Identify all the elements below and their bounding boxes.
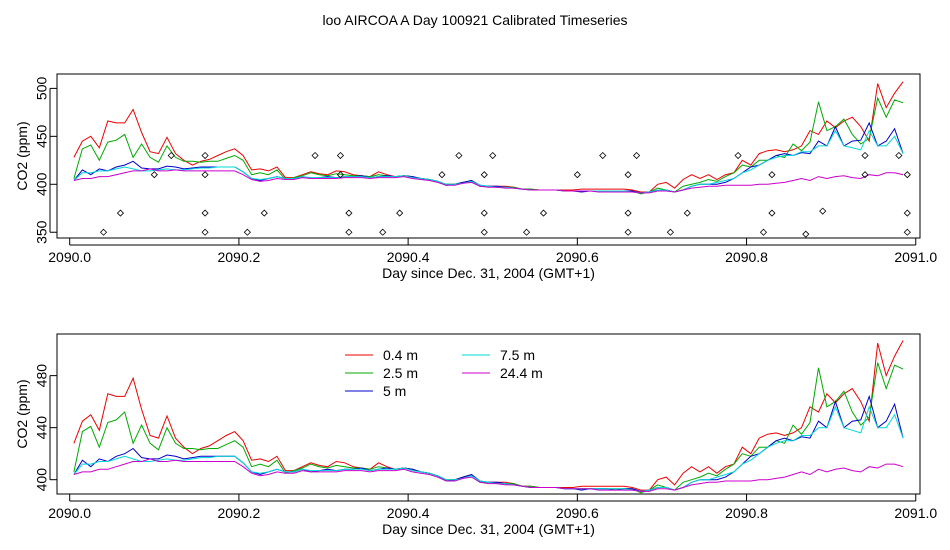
data-point bbox=[455, 151, 463, 160]
x-tick-label: 2090.4 bbox=[387, 249, 430, 265]
y-tick-label: 350 bbox=[34, 220, 50, 244]
data-point bbox=[759, 228, 768, 236]
y-tick-label: 480 bbox=[34, 364, 50, 388]
data-point bbox=[480, 228, 488, 236]
data-point bbox=[396, 209, 404, 217]
data-point bbox=[260, 209, 268, 217]
data-point bbox=[666, 228, 674, 236]
data-point bbox=[345, 228, 353, 236]
x-tick-label: 2090.4 bbox=[387, 505, 430, 521]
data-point bbox=[632, 151, 641, 160]
x-tick-label: 2090.2 bbox=[217, 505, 260, 521]
data-point bbox=[201, 228, 209, 236]
data-point bbox=[861, 151, 869, 160]
data-point bbox=[201, 209, 209, 217]
data-point bbox=[480, 209, 488, 217]
data-point bbox=[438, 171, 446, 179]
legend-label: 7.5 m bbox=[500, 347, 535, 363]
data-point bbox=[903, 228, 911, 236]
series-line-5m bbox=[73, 121, 904, 194]
x-tick-label: 2090.6 bbox=[556, 249, 599, 265]
data-point bbox=[895, 151, 903, 160]
y-axis-label: CO2 (ppm) bbox=[14, 121, 30, 190]
x-axis-label: Day since Dec. 31, 2004 (GMT+1) bbox=[382, 521, 595, 537]
chart-title: loo AIRCOA A Day 100921 Calibrated Times… bbox=[322, 12, 627, 28]
data-point bbox=[819, 207, 827, 215]
series-line-244m bbox=[73, 458, 904, 492]
data-point bbox=[116, 209, 125, 217]
legend-label: 24.4 m bbox=[500, 365, 543, 381]
series-line-75m bbox=[73, 129, 904, 194]
y-tick-label: 400 bbox=[34, 172, 50, 196]
y-axis-label: CO2 (ppm) bbox=[14, 379, 30, 448]
bottom-plot: 2090.0 2090.2 2090.4 2090.6 2090.8 2091.0 400 4… bbox=[14, 333, 937, 537]
data-point bbox=[768, 171, 776, 179]
data-point bbox=[683, 209, 691, 217]
data-point bbox=[480, 171, 488, 179]
x-tick-label: 2090.8 bbox=[725, 505, 768, 521]
data-point bbox=[599, 151, 607, 160]
data-layer bbox=[73, 340, 904, 494]
data-point bbox=[734, 151, 742, 160]
x-tick-label: 2091.0 bbox=[894, 505, 937, 521]
data-point bbox=[861, 171, 869, 179]
top-plot: 2090.0 2090.2 2090.4 2090.6 2090.8 2091.0 350 4… bbox=[14, 73, 937, 281]
legend-label: 2.5 m bbox=[383, 365, 418, 381]
series-line-244m bbox=[73, 168, 904, 194]
x-axis-label: Day since Dec. 31, 2004 (GMT+1) bbox=[382, 265, 595, 281]
y-tick-label: 440 bbox=[34, 416, 50, 440]
y-tick-label: 400 bbox=[34, 468, 50, 492]
data-point bbox=[243, 228, 251, 236]
data-point bbox=[624, 209, 632, 217]
series-line-5m bbox=[73, 394, 904, 492]
y-tick-label: 500 bbox=[34, 76, 50, 100]
data-point bbox=[150, 171, 158, 179]
x-tick-label: 2090.0 bbox=[48, 249, 91, 265]
series-line-04m bbox=[73, 340, 904, 491]
data-point bbox=[167, 151, 175, 160]
x-tick-label: 2091.0 bbox=[894, 249, 937, 265]
series-line-25m bbox=[73, 96, 904, 195]
data-point bbox=[903, 209, 911, 217]
series-line-04m bbox=[73, 81, 904, 193]
data-point bbox=[903, 171, 911, 179]
data-point bbox=[624, 228, 632, 236]
x-tick-label: 2090.0 bbox=[48, 505, 91, 521]
legend-label: 5 m bbox=[383, 383, 406, 399]
x-tick-label: 2090.2 bbox=[217, 249, 260, 265]
series-line-25m bbox=[73, 362, 904, 494]
data-point bbox=[201, 151, 209, 160]
series-line-75m bbox=[73, 405, 904, 492]
data-point bbox=[336, 171, 345, 179]
plot-frame bbox=[56, 333, 921, 495]
data-point bbox=[99, 228, 108, 236]
data-point bbox=[768, 209, 776, 217]
x-tick-label: 2090.8 bbox=[725, 249, 768, 265]
data-point bbox=[311, 151, 319, 160]
data-point bbox=[336, 151, 345, 160]
plot-frame bbox=[56, 73, 921, 239]
data-point bbox=[489, 151, 497, 160]
data-point bbox=[802, 230, 810, 238]
data-point bbox=[379, 228, 387, 236]
data-point bbox=[573, 171, 581, 179]
x-tick-label: 2090.6 bbox=[556, 505, 599, 521]
data-point bbox=[345, 209, 353, 217]
data-point bbox=[201, 171, 209, 179]
data-point bbox=[624, 171, 632, 179]
data-layer bbox=[73, 81, 911, 238]
y-tick-label: 450 bbox=[34, 124, 50, 148]
data-point bbox=[539, 209, 548, 217]
legend-label: 0.4 m bbox=[383, 347, 418, 363]
data-point bbox=[523, 228, 531, 236]
